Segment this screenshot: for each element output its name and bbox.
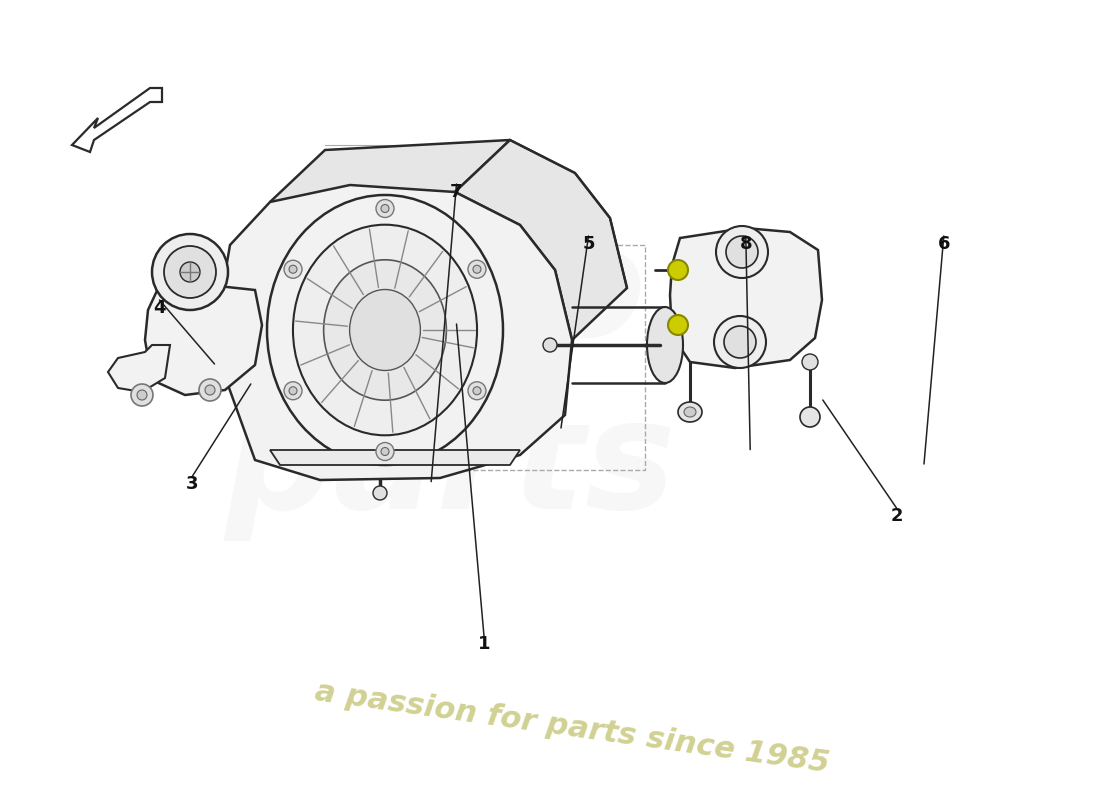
Polygon shape (108, 345, 170, 392)
Ellipse shape (668, 315, 688, 335)
Text: 7: 7 (450, 183, 463, 201)
Ellipse shape (284, 260, 302, 278)
Text: 6: 6 (937, 235, 950, 253)
Text: a passion for parts since 1985: a passion for parts since 1985 (312, 678, 832, 778)
Ellipse shape (205, 385, 214, 395)
Polygon shape (145, 280, 262, 395)
Ellipse shape (267, 195, 503, 465)
Text: 8: 8 (739, 235, 752, 253)
Ellipse shape (668, 260, 688, 280)
Ellipse shape (684, 407, 696, 417)
Ellipse shape (376, 442, 394, 461)
Ellipse shape (714, 316, 766, 368)
Ellipse shape (543, 338, 557, 352)
Ellipse shape (180, 262, 200, 282)
Polygon shape (455, 140, 627, 340)
Ellipse shape (802, 354, 818, 370)
Ellipse shape (293, 225, 477, 435)
Ellipse shape (473, 266, 481, 274)
Ellipse shape (152, 234, 228, 310)
Polygon shape (270, 140, 510, 202)
Ellipse shape (138, 390, 147, 400)
Ellipse shape (350, 290, 420, 370)
Ellipse shape (726, 236, 758, 268)
Ellipse shape (381, 447, 389, 455)
Ellipse shape (376, 199, 394, 218)
Ellipse shape (724, 326, 756, 358)
Ellipse shape (131, 384, 153, 406)
Ellipse shape (199, 379, 221, 401)
Polygon shape (218, 185, 572, 480)
Ellipse shape (381, 205, 389, 213)
Ellipse shape (678, 402, 702, 422)
Ellipse shape (716, 226, 768, 278)
Ellipse shape (647, 307, 683, 383)
Text: 2: 2 (890, 507, 903, 525)
Ellipse shape (373, 486, 387, 500)
Ellipse shape (289, 386, 297, 394)
Ellipse shape (164, 246, 216, 298)
Ellipse shape (289, 266, 297, 274)
Ellipse shape (468, 382, 486, 400)
Text: 3: 3 (186, 475, 199, 493)
Text: 4: 4 (153, 299, 166, 317)
Ellipse shape (323, 260, 447, 400)
Ellipse shape (800, 407, 820, 427)
Text: 5: 5 (582, 235, 595, 253)
Ellipse shape (473, 386, 481, 394)
Text: euro
parts: euro parts (224, 219, 675, 541)
Polygon shape (270, 450, 520, 465)
Text: 1: 1 (477, 635, 491, 653)
Polygon shape (670, 228, 822, 368)
Polygon shape (72, 88, 162, 152)
Ellipse shape (284, 382, 302, 400)
Ellipse shape (468, 260, 486, 278)
